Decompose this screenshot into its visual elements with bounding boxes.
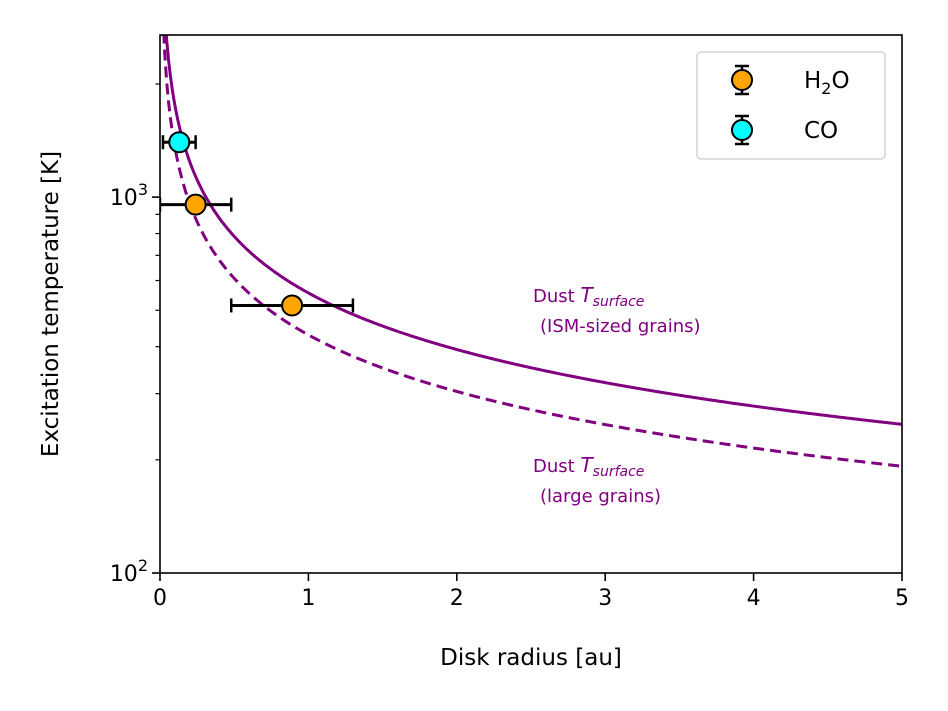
legend-label-main: H <box>804 68 821 94</box>
annotation-subscript: surface <box>593 464 645 480</box>
y-tick-base: 10 <box>110 186 138 211</box>
y-axis-label: Excitation temperature [K] <box>38 151 64 457</box>
y-tick-label: 103 <box>110 180 148 211</box>
data-points <box>160 131 355 317</box>
legend-label-rest: O <box>831 68 849 94</box>
x-tick-label: 1 <box>301 586 315 611</box>
data-point <box>281 294 304 317</box>
data-point <box>184 193 207 216</box>
dust-temperature-curves <box>162 35 902 468</box>
x-tick-label: 2 <box>450 586 464 611</box>
annotation-large-line1: Dust Tsurface <box>533 453 644 480</box>
legend: H2O CO <box>696 51 886 160</box>
curve-annotations: Dust Tsurface (ISM-sized grains) Dust Tsur… <box>533 283 701 507</box>
legend-label: H2O <box>804 68 850 98</box>
y-tick-exponent: 3 <box>138 180 148 199</box>
legend-marker <box>731 69 753 91</box>
legend-label-main: CO <box>804 118 838 144</box>
annotation-ism-sized-line1: Dust Tsurface <box>533 283 644 310</box>
curve-ism-sized <box>164 35 902 426</box>
data-point <box>168 131 191 154</box>
x-axis-label: Disk radius [au] <box>440 645 622 671</box>
annotation-large-line2: (large grains) <box>540 486 661 507</box>
annotation-prefix: Dust <box>533 456 580 477</box>
y-tick-exponent: 2 <box>138 556 148 575</box>
plot-frame <box>159 34 903 574</box>
annotation-prefix: Dust <box>533 286 580 307</box>
legend-label-subscript: 2 <box>821 79 831 98</box>
x-tick-label: 4 <box>747 586 761 611</box>
y-tick-base: 10 <box>110 562 138 587</box>
legend-box <box>696 51 886 160</box>
legend-marker <box>731 119 753 141</box>
x-tick-label: 0 <box>153 586 167 611</box>
legend-label: CO <box>804 118 838 144</box>
y-tick-label: 102 <box>110 556 148 587</box>
annotation-ism-sized-line2: (ISM-sized grains) <box>540 316 701 337</box>
curve-large <box>162 35 902 468</box>
annotation-subscript: surface <box>593 294 645 310</box>
annotation-variable: T <box>580 283 594 307</box>
x-tick-label: 3 <box>598 586 612 611</box>
x-axis-ticks: 0 1 2 3 4 5 <box>153 573 909 611</box>
x-tick-label: 5 <box>895 586 909 611</box>
annotation-variable: T <box>580 453 594 477</box>
